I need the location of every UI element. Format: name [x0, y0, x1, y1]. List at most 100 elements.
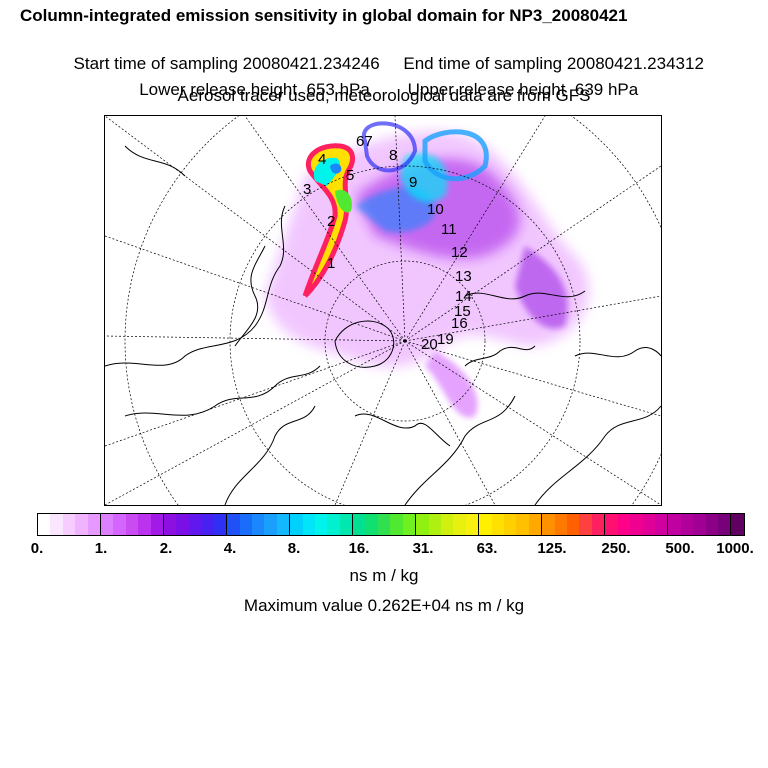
tracer-note: Aerosol tracer used, meteorological data…	[177, 86, 591, 105]
colorbar-swatch	[642, 514, 655, 535]
graticule	[105, 116, 661, 505]
colorbar-swatch	[101, 514, 114, 535]
colorbar-swatch	[138, 514, 151, 535]
colorbar-swatch	[465, 514, 480, 535]
coastlines	[105, 145, 661, 505]
colorbar-swatch	[693, 514, 706, 535]
colorbar-swatch	[125, 514, 139, 535]
traj-label: 16	[451, 315, 468, 332]
colorbar-swatch	[327, 514, 340, 535]
colorbar-swatch	[87, 514, 102, 535]
colorbar-tick: 500.	[665, 540, 695, 557]
colorbar-swatch	[75, 514, 88, 535]
colorbar-swatch	[227, 514, 240, 535]
colorbar-swatch	[441, 514, 454, 535]
traj-label: 14	[455, 288, 472, 305]
colorbar-swatch	[176, 514, 189, 535]
colorbar-swatch	[402, 514, 417, 535]
colorbar-swatch	[339, 514, 354, 535]
traj-label: 12	[451, 244, 468, 261]
traj-label: 9	[409, 174, 417, 191]
traj-label: 8	[389, 147, 397, 164]
traj-label: 15	[454, 303, 471, 320]
traj-label: 4	[318, 151, 326, 168]
colorbar-swatch	[264, 514, 277, 535]
colorbar-swatch	[188, 514, 202, 535]
colorbar-swatch	[276, 514, 291, 535]
polar-map: 1 2 3 4 5 67 8 9 10 11 12 13 14 15 16 20…	[104, 115, 662, 506]
traj-label: 20	[421, 336, 438, 353]
colorbar-swatch	[605, 514, 618, 535]
colorbar-swatch	[617, 514, 631, 535]
colorbar-swatch	[365, 514, 378, 535]
colorbar-swatch	[353, 514, 366, 535]
traj-label: 67	[356, 133, 373, 150]
colorbar-swatch	[542, 514, 555, 535]
sensitivity-plume	[265, 121, 589, 418]
map-canvas: 1 2 3 4 5 67 8 9 10 11 12 13 14 15 16 20…	[105, 116, 661, 505]
traj-label: 19	[437, 331, 454, 348]
colorbar-swatch	[290, 514, 303, 535]
colorbar-swatch	[50, 514, 63, 535]
colorbar-tick: 125.	[537, 540, 567, 557]
colorbar-swatch	[567, 514, 580, 535]
colorbar-swatch	[113, 514, 126, 535]
colorbar-tick: 1000.	[716, 540, 754, 557]
colorbar-swatch	[554, 514, 568, 535]
colorbar-tick: 31.	[412, 540, 434, 557]
colorbar-swatch	[239, 514, 252, 535]
sampling-times-row: Start time of sampling 20080421.234246 E…	[0, 34, 768, 74]
traj-label: 5	[346, 167, 354, 184]
colorbar-swatch	[416, 514, 429, 535]
colorbar-swatch	[579, 514, 592, 535]
start-time: Start time of sampling 20080421.234246	[73, 54, 380, 73]
colorbar-swatch	[516, 514, 529, 535]
colorbar-tick: 4.	[223, 540, 237, 557]
colorbar-swatch	[654, 514, 669, 535]
colorbar-swatch	[717, 514, 732, 535]
colorbar-tick: 1.	[94, 540, 108, 557]
colorbar-tick: 250.	[601, 540, 631, 557]
traj-label: 3	[303, 181, 311, 198]
lower-release-height: Lower release height 653 hPa	[139, 80, 370, 99]
colorbar-tick: 0.	[30, 540, 44, 557]
colorbar-swatch	[630, 514, 643, 535]
colorbar-swatch	[591, 514, 606, 535]
colorbar-swatch	[150, 514, 165, 535]
colorbar-swatch	[668, 514, 681, 535]
colorbar-swatch	[314, 514, 328, 535]
units-label: ns m / kg	[349, 566, 419, 585]
colorbar-swatch	[251, 514, 265, 535]
colorbar-swatch	[504, 514, 517, 535]
colorbar-swatch	[491, 514, 505, 535]
trajectory-labels: 1 2 3 4 5 67 8 9 10 11 12 13 14 15 16 20…	[303, 133, 472, 353]
release-heights-row: Lower release height 653 hPa Upper relea…	[0, 60, 768, 100]
colorbar-tick: 16.	[348, 540, 370, 557]
colorbar-swatch	[62, 514, 76, 535]
traj-label: 1	[327, 255, 335, 272]
colorbar-swatch	[479, 514, 492, 535]
colorbar-tick: 8.	[287, 540, 301, 557]
colorbar-swatch	[213, 514, 228, 535]
colorbar-swatch	[428, 514, 441, 535]
traj-label: 11	[441, 221, 457, 238]
colorbar-swatch	[201, 514, 214, 535]
plot-title: Column-integrated emission sensitivity i…	[20, 6, 628, 25]
colorbar-tick: 63.	[476, 540, 498, 557]
colorbar-swatch	[38, 514, 51, 535]
colorbar-swatch	[705, 514, 718, 535]
colorbar	[37, 513, 745, 536]
colorbar-swatch	[377, 514, 391, 535]
traj-label: 10	[427, 201, 444, 218]
colorbar-swatch	[164, 514, 177, 535]
colorbar-swatch	[302, 514, 315, 535]
colorbar-swatch	[680, 514, 694, 535]
colorbar-swatch	[731, 514, 744, 535]
traj-label: 2	[327, 213, 335, 230]
maximum-value: Maximum value 0.262E+04 ns m / kg	[243, 596, 525, 615]
colorbar-swatch	[528, 514, 543, 535]
upper-release-height: Upper release height 639 hPa	[407, 80, 639, 99]
colorbar-swatch	[390, 514, 403, 535]
end-time: End time of sampling 20080421.234312	[403, 54, 704, 73]
colorbar-tick: 2.	[159, 540, 173, 557]
